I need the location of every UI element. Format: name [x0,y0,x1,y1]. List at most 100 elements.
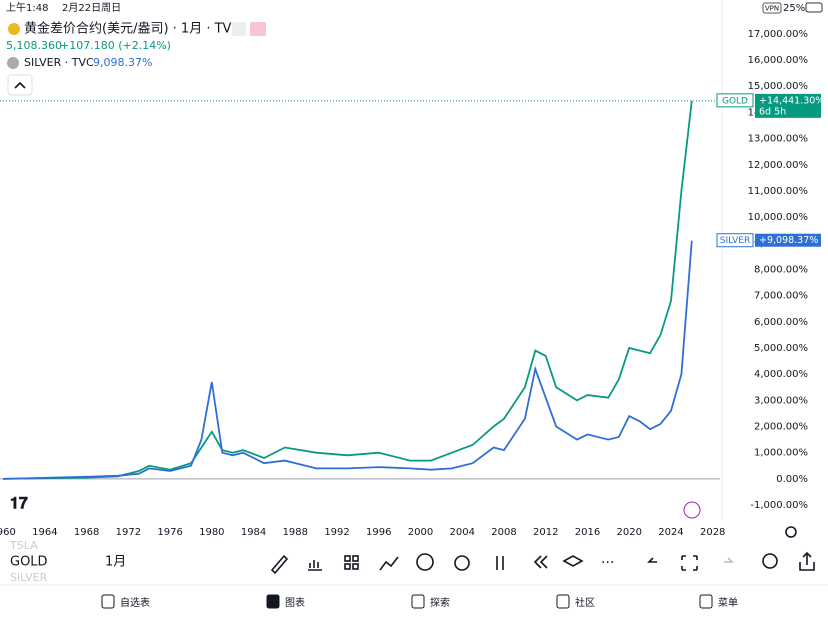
tab-label[interactable]: 自选表 [120,596,150,609]
x-tick-label: 1968 [74,527,99,538]
tab-icon[interactable] [101,594,115,609]
layout-icon-part [352,555,359,562]
draw-icon[interactable] [270,554,289,575]
tag-name-box [716,233,754,248]
y-tick-label: 6,000.00% [754,317,808,328]
vpn: VPN [765,5,779,13]
y-tick-label: 13,000.00% [748,134,808,145]
tag-name: GOLD [722,96,748,106]
price-tag [755,233,821,247]
ghost-symbol: TSLA [9,539,38,552]
tab-bar: 自选表 图表 探索 社区 菜单 [101,594,738,609]
x-tick-label: 2028 [700,527,725,538]
price-tag-label: +14,441.30% [759,95,824,106]
mode-btn[interactable] [232,22,246,36]
y-tick-label: 0.00% [776,474,808,485]
settings-btn[interactable] [785,526,797,538]
tab-label[interactable]: 菜单 [718,597,738,609]
compare-symbol[interactable]: SILVER · TVC [24,56,94,69]
x-tick-label: 1980 [199,527,224,538]
countdown: 6d 5h [759,106,786,117]
tag-name: SILVER [720,236,751,246]
tv-logo: 𝟏𝟕 [10,494,28,513]
status-date: 2月22日周日 [62,2,121,14]
flash-btn[interactable] [683,501,701,519]
tab-icon[interactable] [556,594,570,609]
toolbar-icons: ··· [270,551,815,575]
indicator-icon[interactable] [308,560,322,571]
alert-icon[interactable] [454,555,470,571]
gold-icon [8,23,20,35]
fullscreen-icon[interactable] [681,555,698,571]
tab-icon[interactable] [411,594,425,609]
layout-icon[interactable] [344,555,351,562]
undo-icon[interactable] [647,557,657,563]
x-tick-label: 2012 [533,527,558,538]
tab-icon[interactable] [699,594,713,609]
y-tick-label: 1,000.00% [754,448,808,459]
mode-btn[interactable] [250,22,266,36]
toolbar-interval[interactable]: 1月 [105,555,126,570]
chevron [14,81,26,89]
tab-label[interactable]: 图表 [285,596,305,609]
change: +107.180 (+2.14%) [60,39,171,52]
plot: -1,000.00% 0.00% 1,000.00% 2,000.00% 3,000.0… [0,0,824,538]
battery-icon [805,2,823,13]
x-tick-label: 1984 [241,527,266,538]
add-icon[interactable] [416,553,434,571]
more-icon[interactable]: ··· [601,555,614,571]
price-tag-label: +9,098.37% [759,235,818,246]
x-tick-label: 1988 [283,527,308,538]
x-tick-label: 2024 [658,527,683,538]
silver-icon [7,57,19,69]
x-tick-label: 2004 [450,527,475,538]
price: 5,108.360 [6,39,62,52]
series-line [3,240,693,480]
battery: 25% [783,3,805,14]
price-tag [755,93,821,118]
y-tick-label: 16,000.00% [748,55,808,66]
compare-value: 9,098.37% [93,56,152,69]
x-tick-label: 2016 [575,527,600,538]
redo-icon[interactable] [724,557,734,563]
y-tick-label: 15,000.00% [748,81,808,92]
candle-icon[interactable] [496,556,504,570]
y-tick-label: 4,000.00% [754,369,808,380]
idea-icon[interactable] [762,553,778,569]
tab-label[interactable]: 社区 [575,596,595,609]
x-tick-label: 1996 [366,527,391,538]
layout-icon-part [344,563,351,570]
share-icon[interactable] [799,551,815,571]
y-tick-label: 11,000.00% [748,186,808,197]
compare-icon[interactable] [379,556,399,571]
collapse-btn[interactable] [7,74,33,96]
x-tick-label: 1976 [157,527,182,538]
y-tick-label: 10,000.00% [748,212,808,223]
tab-icon[interactable] [266,594,280,609]
x-tick-label: 2020 [616,527,641,538]
y-tick-label: 5,000.00% [754,343,808,354]
x-tick-label: 1992 [324,527,349,538]
y-tick-label: 17,000.00% [748,29,808,40]
series-line [3,100,693,480]
x-tick-label: 2008 [491,527,516,538]
y-tick-label: -1,000.00% [750,500,808,511]
x-tick-label: 1960 [0,527,16,538]
layers-icon[interactable] [562,555,584,567]
x-tick-label: 1972 [116,527,141,538]
layout-icon-part [352,563,359,570]
ghost-symbol: SILVER [10,571,48,584]
tag-name-box [716,93,754,108]
status-time: 上午1:48 [6,1,48,14]
x-tick-label: 2000 [408,527,433,538]
x-tick-label: 1964 [32,527,57,538]
symbol-title[interactable]: 黄金差价合约(美元/盎司) · 1月 · TVC [24,21,241,37]
vpn-badge [762,2,782,14]
tab-label[interactable]: 探索 [430,596,450,609]
y-tick-label: 3,000.00% [754,395,808,406]
toolbar-symbol[interactable]: GOLD [10,555,48,570]
y-tick-label: 2,000.00% [754,422,808,433]
replay-icon[interactable] [533,555,548,569]
